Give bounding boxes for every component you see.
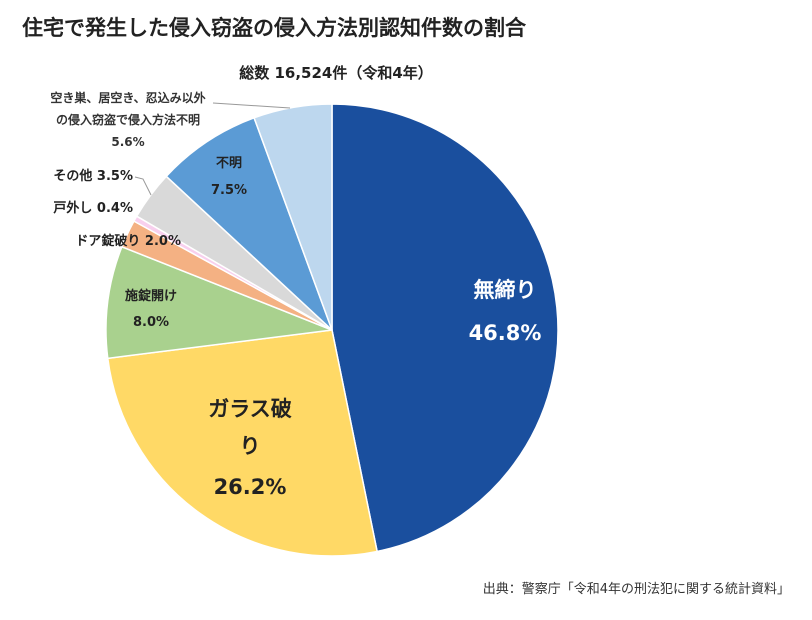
source-note: 出典：警察庁「令和4年の刑法犯に関する統計資料」 bbox=[482, 582, 790, 597]
pie-slice-1 bbox=[106, 329, 379, 557]
pie-slice-2 bbox=[105, 245, 333, 360]
label-unlocked-value: 46.8% bbox=[468, 321, 542, 345]
label-unknown-other-line1: 空き巣、居空き、忍込み以外 bbox=[50, 91, 206, 105]
pie-slice-0 bbox=[331, 103, 559, 553]
label-door-removal: 戸外し 0.4% bbox=[53, 201, 133, 216]
leader-line-other bbox=[134, 176, 152, 196]
label-unknown-value: 7.5% bbox=[210, 183, 248, 198]
leader-line-unknown-other bbox=[212, 102, 291, 109]
label-other: その他 3.5% bbox=[53, 169, 133, 184]
pie-slice-7 bbox=[253, 103, 333, 331]
label-glass-breaking: ガラス破り bbox=[208, 397, 292, 458]
label-lock-picking: 施錠開け bbox=[124, 289, 178, 304]
label-unknown: 不明 bbox=[215, 156, 243, 171]
chart-title: 住宅で発生した侵入窃盗の侵入方法別認知件数の割合 bbox=[22, 16, 526, 40]
label-unknown-other-line2: の侵入窃盗で侵入方法不明 bbox=[55, 113, 201, 127]
label-lock-picking-value: 8.0% bbox=[132, 315, 170, 330]
label-unknown-other-value: 5.6% bbox=[111, 135, 145, 149]
label-glass-breaking-value: 26.2% bbox=[213, 475, 287, 499]
pie-slice-6 bbox=[165, 116, 333, 331]
label-unlocked: 無締り bbox=[473, 278, 537, 302]
label-door-lock-breaking: ドア錠破り 2.0% bbox=[75, 234, 181, 249]
chart-subtitle: 総数 16,524件（令和4年） bbox=[239, 64, 433, 82]
